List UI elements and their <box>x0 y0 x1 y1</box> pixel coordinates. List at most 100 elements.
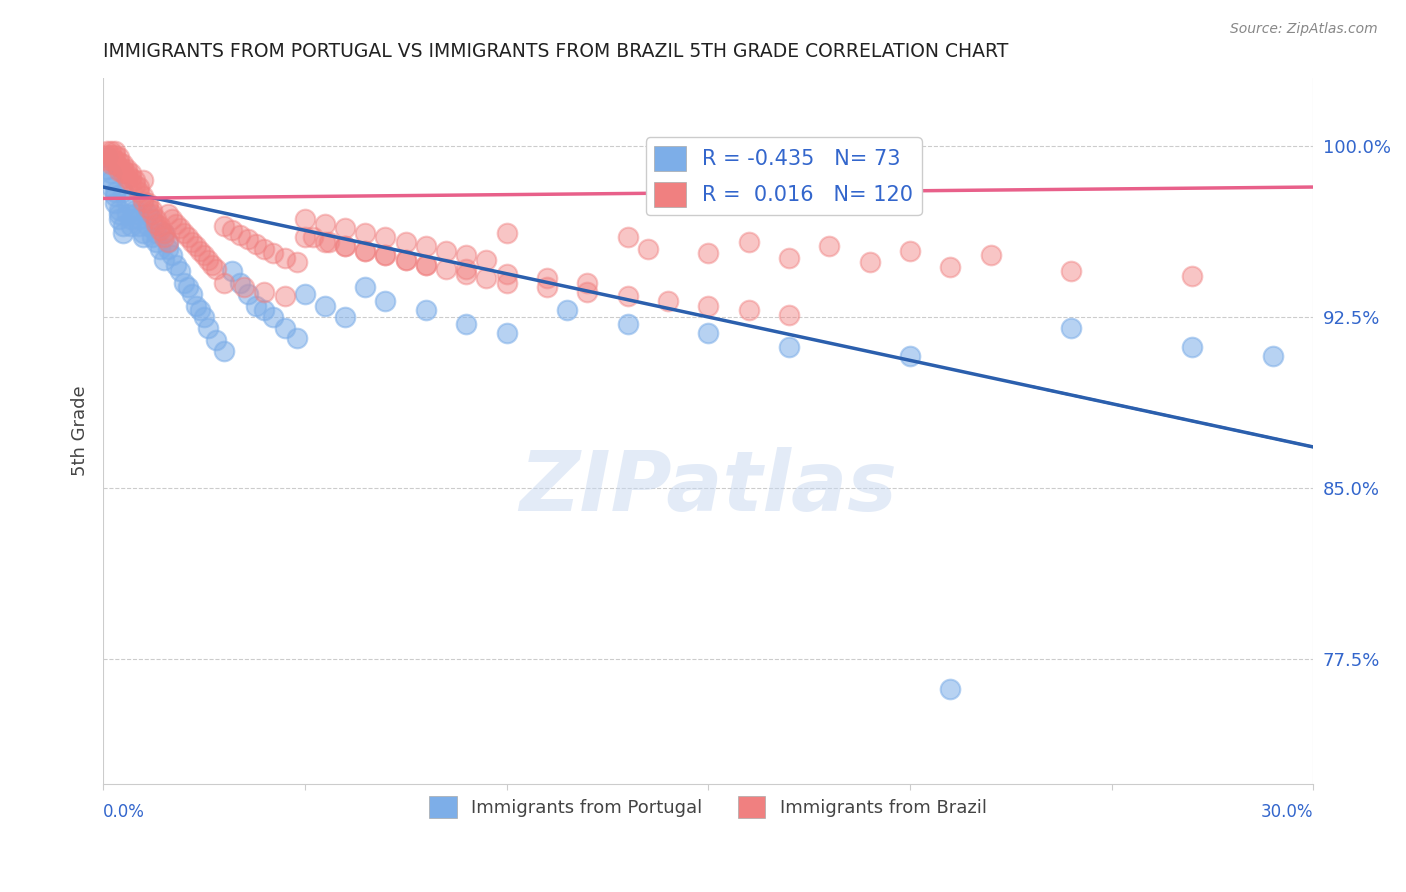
Point <box>173 226 195 240</box>
Point <box>980 248 1002 262</box>
Point <box>333 239 356 253</box>
Point <box>818 239 841 253</box>
Point <box>415 239 437 253</box>
Point <box>112 185 135 199</box>
Point <box>495 267 517 281</box>
Point <box>193 248 215 262</box>
Point <box>96 153 118 167</box>
Point <box>233 280 256 294</box>
Point <box>238 287 260 301</box>
Point <box>939 681 962 696</box>
Point <box>112 166 135 180</box>
Point <box>456 248 478 262</box>
Point <box>314 217 336 231</box>
Point <box>152 226 174 240</box>
Point <box>120 170 142 185</box>
Point <box>616 289 638 303</box>
Point <box>108 155 131 169</box>
Point <box>177 280 200 294</box>
Point <box>141 202 163 217</box>
Point <box>104 144 127 158</box>
Point <box>294 287 316 301</box>
Text: IMMIGRANTS FROM PORTUGAL VS IMMIGRANTS FROM BRAZIL 5TH GRADE CORRELATION CHART: IMMIGRANTS FROM PORTUGAL VS IMMIGRANTS F… <box>103 42 1008 61</box>
Point <box>149 242 172 256</box>
Point <box>156 242 179 256</box>
Point <box>637 242 659 256</box>
Y-axis label: 5th Grade: 5th Grade <box>72 385 89 476</box>
Point <box>180 287 202 301</box>
Point <box>212 344 235 359</box>
Point <box>697 246 720 260</box>
Text: 0.0%: 0.0% <box>103 803 145 821</box>
Point <box>100 166 122 180</box>
Point <box>108 211 131 226</box>
Point <box>374 248 396 262</box>
Point <box>100 173 122 187</box>
Point <box>165 258 187 272</box>
Text: Source: ZipAtlas.com: Source: ZipAtlas.com <box>1230 22 1378 37</box>
Point <box>100 153 122 167</box>
Point <box>1181 268 1204 283</box>
Point <box>188 303 211 318</box>
Point <box>1181 340 1204 354</box>
Point <box>229 227 252 242</box>
Point <box>117 166 139 180</box>
Point <box>104 153 127 167</box>
Point <box>576 276 599 290</box>
Point <box>475 271 498 285</box>
Point <box>434 262 457 277</box>
Point <box>415 258 437 272</box>
Point <box>333 221 356 235</box>
Point <box>117 170 139 185</box>
Point <box>152 226 174 240</box>
Point <box>112 226 135 240</box>
Point <box>262 246 284 260</box>
Point <box>395 252 418 267</box>
Point <box>132 194 155 208</box>
Point <box>112 157 135 171</box>
Point <box>555 303 578 318</box>
Point <box>294 230 316 244</box>
Point <box>201 258 224 272</box>
Point <box>104 157 127 171</box>
Point <box>184 299 207 313</box>
Point <box>108 160 131 174</box>
Point <box>120 219 142 233</box>
Point <box>117 207 139 221</box>
Point <box>273 321 295 335</box>
Point <box>104 189 127 203</box>
Point <box>96 148 118 162</box>
Point <box>697 326 720 340</box>
Point <box>415 303 437 318</box>
Point <box>141 211 163 226</box>
Point <box>253 285 276 299</box>
Point <box>132 196 155 211</box>
Point <box>96 150 118 164</box>
Point <box>1060 321 1083 335</box>
Point <box>273 289 295 303</box>
Point <box>205 333 228 347</box>
Point <box>495 326 517 340</box>
Point <box>117 196 139 211</box>
Point <box>124 202 146 217</box>
Point <box>120 211 142 226</box>
Point <box>141 207 163 221</box>
Point <box>212 219 235 233</box>
Point <box>374 248 396 262</box>
Point <box>778 251 800 265</box>
Point <box>245 299 267 313</box>
Point <box>212 276 235 290</box>
Point <box>156 207 179 221</box>
Point <box>173 276 195 290</box>
Point <box>616 317 638 331</box>
Point <box>858 255 880 269</box>
Point <box>145 235 167 249</box>
Point <box>169 221 191 235</box>
Point <box>160 211 183 226</box>
Point <box>253 242 276 256</box>
Point <box>132 189 155 203</box>
Point <box>108 202 131 217</box>
Point <box>152 252 174 267</box>
Point <box>354 280 377 294</box>
Point <box>117 161 139 176</box>
